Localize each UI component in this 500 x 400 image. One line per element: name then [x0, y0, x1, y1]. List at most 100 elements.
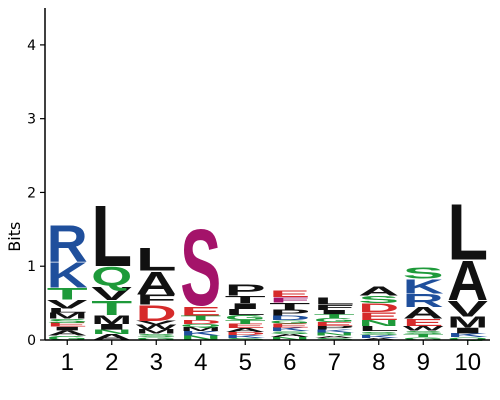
logo-letter-K-pos-9: K	[403, 275, 444, 298]
logo-letter-S-pos-8: S	[358, 330, 399, 335]
logo-letter-E-pos-6: E	[269, 289, 310, 299]
logo-letter-P-pos-5: P	[225, 282, 266, 299]
logo-letter-E-pos-9: E	[403, 317, 444, 328]
logo-letter-Q-pos-10: Q	[447, 336, 488, 340]
logo-letter-L-pos-10: L	[447, 187, 488, 277]
logo-letter-M-pos-4: M	[180, 327, 221, 333]
logo-letter-K-pos-4: K	[180, 330, 221, 337]
logo-letter-N-pos-2: N	[91, 328, 132, 335]
logo-letter-G-pos-3: G	[136, 336, 177, 340]
glyph-layer: GAIESMLVTKRANIMTVQLGSMWVDFALNKMQDTESSKDA…	[47, 187, 489, 342]
logo-letter-A-pos-7: A	[314, 335, 355, 338]
logo-letter-R-pos-9: R	[403, 290, 444, 311]
logo-letter-T-pos-9: T	[403, 333, 444, 338]
logo-letter-T-pos-6: T	[269, 301, 310, 312]
logo-letter-R-pos-1: R	[47, 213, 88, 273]
logo-letter-A-pos-8: A	[358, 337, 399, 340]
logo-letter-M-pos-1: M	[47, 311, 88, 320]
logo-letter-G-pos-6: G	[269, 319, 310, 325]
logo-letter-K-pos-10: K	[447, 332, 488, 338]
logo-letter-L-pos-7: L	[314, 296, 355, 307]
y-tick-label: 3	[27, 112, 36, 128]
logo-letter-P-pos-7: P	[314, 325, 355, 331]
logo-letter-A-pos-6: A	[269, 333, 310, 338]
logo-letter-G-pos-7: G	[314, 317, 355, 324]
logo-letter-T-pos-7: T	[314, 313, 355, 319]
y-tick-label: 4	[27, 38, 36, 54]
logo-letter-I-pos-1: I	[47, 326, 88, 332]
logo-letter-E-pos-7: E	[314, 322, 355, 328]
x-tick-label-position-9: 9	[417, 349, 430, 376]
logo-letter-E-pos-4: E	[180, 305, 221, 319]
logo-letter-S-pos-3: S	[136, 333, 177, 338]
logo-letter-G-pos-9: G	[403, 336, 444, 340]
logo-letter-L-pos-3: L	[136, 241, 177, 278]
logo-letter-D-pos-4: D	[180, 319, 221, 325]
y-tick-label: 0	[27, 333, 36, 349]
logo-letter-T-pos-4: T	[180, 315, 221, 322]
logo-letter-D-pos-3: D	[136, 301, 177, 326]
logo-letter-I-pos-2: I	[91, 322, 132, 331]
logo-letter-I-pos-5: I	[225, 302, 266, 311]
logo-letter-K-pos-1: K	[47, 256, 88, 296]
logo-letter-S-pos-7: S	[314, 337, 355, 340]
logo-letter-A-pos-9: A	[403, 304, 444, 322]
logo-letter-F-pos-6: F	[269, 296, 310, 304]
x-tick-label-position-2: 2	[105, 349, 118, 376]
logo-letter-D-pos-6: D	[269, 314, 310, 321]
logo-letter-D-pos-8: D	[358, 301, 399, 315]
logo-letter-W-pos-3: W	[136, 323, 178, 330]
logo-letter-T-pos-1: T	[47, 285, 88, 303]
logo-letter-M-pos-3: M	[136, 328, 177, 335]
y-tick-label: 1	[27, 259, 36, 275]
logo-letter-P-pos-6: P	[269, 308, 310, 317]
logo-letter-V-pos-1: V	[47, 297, 89, 311]
logo-letter-A-pos-8: A	[358, 284, 399, 299]
logo-letter-A-pos-3: A	[136, 265, 177, 302]
logo-letter-K-pos-5: K	[225, 334, 266, 339]
logo-letter-L-pos-2: L	[91, 189, 132, 285]
logo-letter-K-pos-7: K	[314, 329, 355, 334]
x-tick-label-position-7: 7	[328, 349, 341, 376]
logo-letter-A-pos-5: A	[225, 327, 266, 333]
logo-letter-A-pos-10: A	[447, 249, 488, 312]
logo-letter-W-pos-9: W	[403, 325, 445, 332]
logo-letter-K-pos-8: K	[358, 334, 399, 339]
x-tick-label-position-1: 1	[61, 349, 74, 376]
logo-letter-V-pos-10: V	[447, 296, 488, 321]
logo-letter-M-pos-2: M	[91, 313, 132, 327]
logo-letter-Q-pos-2: Q	[91, 261, 132, 291]
logo-letter-L-pos-8: L	[358, 325, 399, 333]
logo-letter-T-pos-5: T	[225, 319, 266, 325]
x-tick-label-position-6: 6	[283, 349, 296, 376]
x-ticks: 1 2 3 4 5 6 7 8 9 10	[61, 340, 481, 376]
logo-letter-V-pos-2: V	[91, 283, 132, 304]
logo-letter-F-pos-3: F	[136, 292, 177, 308]
x-tick-label-position-5: 5	[239, 349, 252, 376]
logo-letter-L-pos-5: L	[225, 308, 266, 317]
logo-letter-E-pos-5: E	[225, 323, 266, 330]
logo-letter-N-pos-7: N	[314, 332, 355, 337]
logo-letter-D-pos-5: D	[225, 331, 266, 336]
logo-letter-E-pos-6: E	[269, 323, 310, 329]
logo-letter-Q-pos-4: Q	[180, 323, 221, 328]
logo-letter-S-pos-5: S	[225, 337, 266, 340]
logo-letter-S-pos-6: S	[269, 331, 310, 335]
logo-letter-N-pos-6: N	[269, 336, 310, 341]
logo-letter-S-pos-8: S	[358, 294, 399, 305]
logo-letter-A-pos-1: A	[47, 329, 88, 337]
logo-letter-S-pos-1: S	[47, 318, 88, 324]
logo-letter-I-pos-10: I	[447, 326, 488, 335]
logo-letter-M-pos-10: M	[447, 314, 488, 331]
logo-letter-S-pos-4: S	[180, 207, 221, 329]
logo-letter-T-pos-5: T	[225, 294, 266, 305]
logo-letter-F-pos-7: F	[314, 303, 355, 311]
x-tick-label-position-8: 8	[372, 349, 385, 376]
logo-letter-T-pos-2: T	[91, 296, 132, 319]
x-tick-label-position-3: 3	[150, 349, 163, 376]
logo-letter-K-pos-6: K	[269, 327, 310, 333]
logo-letter-E-pos-1: E	[47, 322, 88, 328]
logo-letter-N-pos-4: N	[180, 334, 221, 341]
